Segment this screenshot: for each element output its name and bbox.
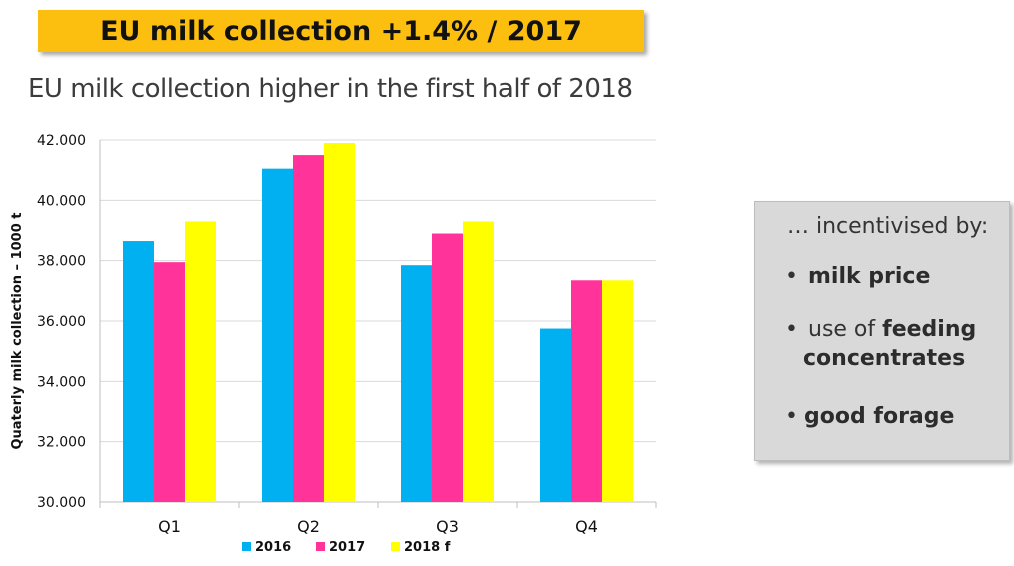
- incentive-concentrates-bold: concentrates: [803, 346, 966, 371]
- y-tick-label: 30.000: [37, 495, 86, 511]
- y-tick-label: 40.000: [37, 193, 86, 209]
- bar-chart: 30.000 32.000 34.000 36.000 38.000 40.000 42.0…: [10, 133, 657, 555]
- legend-label: 2018 f: [404, 540, 451, 555]
- incentives-box: … incentivised by: • milk price • use of…: [754, 201, 1010, 461]
- bar: [602, 280, 633, 502]
- bar: [401, 265, 432, 502]
- legend-label: 2017: [329, 540, 365, 555]
- incentive-forage-text: good forage: [804, 404, 955, 429]
- title-banner: EU milk collection +1.4% / 2017: [38, 10, 644, 52]
- y-tick-label: 38.000: [37, 254, 86, 270]
- bar: [154, 262, 185, 502]
- y-tick-label: 34.000: [37, 374, 86, 390]
- x-tick-label: Q2: [297, 517, 320, 536]
- legend-swatch: [316, 542, 325, 551]
- incentive-item-feeding: • use of feeding concentrates: [785, 317, 976, 371]
- bar: [324, 143, 355, 502]
- y-tick-label: 42.000: [37, 133, 86, 149]
- bar: [571, 280, 602, 502]
- x-tick-label: Q1: [158, 517, 181, 536]
- bullet-icon: •: [785, 317, 798, 342]
- bar: [262, 168, 293, 502]
- incentive-feeding-bold: feeding: [882, 317, 977, 342]
- bar: [432, 233, 463, 502]
- y-tick-label: 36.000: [37, 314, 86, 330]
- bullet-icon: •: [785, 404, 798, 429]
- bullet-icon: •: [785, 264, 798, 289]
- y-tick-label: 32.000: [37, 435, 86, 451]
- banner-title: EU milk collection +1.4% / 2017: [100, 15, 582, 47]
- incentive-milk-price-text: milk price: [808, 264, 931, 289]
- bar: [185, 221, 216, 502]
- legend-swatch: [242, 542, 251, 551]
- legend-label: 2016: [255, 540, 291, 555]
- incentive-item-forage: • good forage: [785, 404, 954, 429]
- incentive-item-milk-price: • milk price: [785, 264, 930, 289]
- chart-subtitle: EU milk collection higher in the first h…: [28, 74, 633, 104]
- legend-swatch: [391, 542, 400, 551]
- bar: [293, 155, 324, 503]
- bar: [123, 241, 154, 502]
- bar: [540, 328, 571, 502]
- x-tick-label: Q3: [436, 517, 459, 536]
- incentive-feeding-plain: use of: [808, 317, 883, 342]
- incentives-heading: … incentivised by:: [787, 214, 989, 239]
- y-axis-label: Quaterly milk collection – 1000 t: [10, 212, 25, 449]
- x-tick-label: Q4: [575, 517, 598, 536]
- bar: [463, 221, 494, 502]
